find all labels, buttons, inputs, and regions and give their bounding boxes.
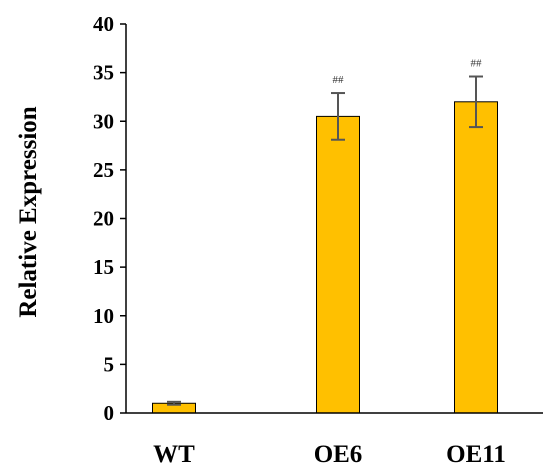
y-tick-label: 0 [104, 401, 115, 425]
significance-label: ## [471, 58, 483, 70]
bar-oe6 [316, 115, 360, 414]
plot-area: 0 5 10 15 20 25 30 35 40 WT ## OE6 ## OE11 [93, 12, 543, 468]
x-tick-label-oe6: OE6 [314, 441, 363, 468]
y-tick-label: 40 [93, 12, 114, 36]
bar-oe11 [454, 101, 498, 414]
y-tick-label: 15 [93, 255, 114, 279]
x-tick-label-oe11: OE11 [446, 441, 506, 468]
y-tick-label: 10 [93, 304, 114, 328]
y-tick-label: 5 [104, 352, 115, 376]
y-tick-label: 30 [93, 109, 114, 133]
y-tick-label: 25 [93, 158, 114, 182]
y-axis-title: Relative Expression [15, 106, 42, 317]
y-tick-label: 35 [93, 61, 114, 85]
x-tick-label-wt: WT [153, 441, 195, 468]
significance-label: ## [333, 74, 345, 86]
y-axis-title-group: Relative Expression [15, 106, 42, 317]
y-tick-label: 20 [93, 207, 114, 231]
